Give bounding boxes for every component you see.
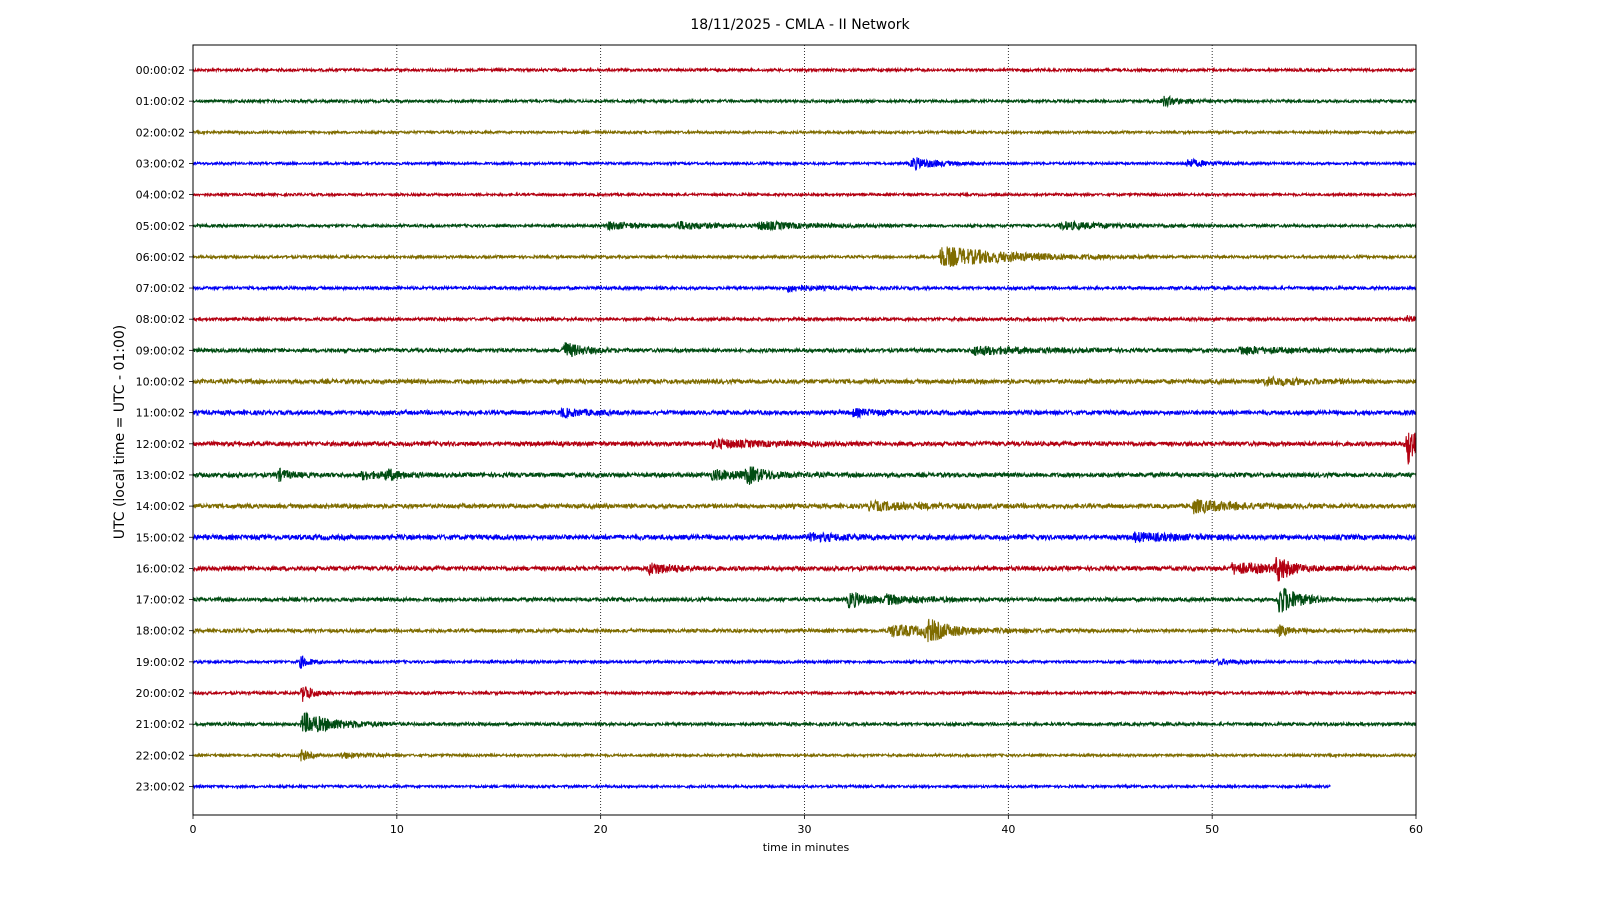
trace-row [192, 686, 1417, 702]
x-tick-label: 30 [798, 823, 812, 836]
x-tick-label: 50 [1205, 823, 1219, 836]
x-tick-label: 20 [594, 823, 608, 836]
y-tick-label: 14:00:02 [136, 500, 185, 513]
y-tick-label: 03:00:02 [136, 157, 185, 170]
trace-row [192, 66, 1417, 74]
y-tick-label: 22:00:02 [136, 749, 185, 762]
y-tick-label: 09:00:02 [136, 344, 185, 357]
y-tick-label: 17:00:02 [136, 594, 185, 607]
y-tick-label: 01:00:02 [136, 95, 185, 108]
trace-row [192, 531, 1417, 544]
trace-row [192, 749, 1417, 762]
trace-row [192, 711, 1417, 733]
y-tick-label: 21:00:02 [136, 718, 185, 731]
y-tick-label: 19:00:02 [136, 656, 185, 669]
y-tick-label: 02:00:02 [136, 126, 185, 139]
trace-layer [192, 66, 1417, 790]
y-tick-label: 11:00:02 [136, 407, 185, 420]
trace-row [192, 432, 1417, 465]
y-tick-label: 07:00:02 [136, 282, 185, 295]
y-tick-label: 05:00:02 [136, 220, 185, 233]
y-tick-label: 10:00:02 [136, 376, 185, 389]
x-tick-label: 0 [190, 823, 197, 836]
trace-row [192, 94, 1417, 109]
trace-row [192, 315, 1417, 323]
y-tick-label: 12:00:02 [136, 438, 185, 451]
x-axis-label: time in minutes [763, 841, 850, 854]
x-tick-label: 60 [1409, 823, 1423, 836]
trace-row [192, 466, 1417, 485]
y-tick-label: 06:00:02 [136, 251, 185, 264]
trace-row [192, 246, 1417, 267]
axes: 00:00:02 01:00:02 02:00:02 03:00:02 04:00:02… [136, 44, 1423, 836]
trace-row [192, 157, 1417, 171]
grid-lines [396, 45, 1213, 815]
trace-row [192, 655, 1417, 670]
x-tick-label: 10 [390, 823, 404, 836]
trace-row [192, 498, 1417, 515]
trace-row [192, 375, 1417, 387]
x-tick-label: 40 [1001, 823, 1015, 836]
trace-row [192, 618, 1417, 643]
trace-row [192, 587, 1417, 613]
y-tick-label: 18:00:02 [136, 625, 185, 638]
trace-row [192, 783, 1331, 790]
y-tick-label: 16:00:02 [136, 562, 185, 575]
y-tick-label: 20:00:02 [136, 687, 185, 700]
y-tick-label: 00:00:02 [136, 64, 185, 77]
y-tick-label: 04:00:02 [136, 189, 185, 202]
trace-row [192, 406, 1417, 420]
trace-row [192, 128, 1417, 136]
chart-title: 18/11/2025 - CMLA - II Network [690, 17, 910, 33]
trace-row [192, 191, 1417, 198]
trace-row [192, 219, 1417, 232]
trace-row [192, 342, 1417, 358]
trace-row [192, 557, 1417, 582]
y-tick-label: 13:00:02 [136, 469, 185, 482]
trace-row [192, 284, 1417, 294]
y-tick-label: 15:00:02 [136, 531, 185, 544]
y-tick-label: 23:00:02 [136, 780, 185, 793]
y-axis-label: UTC (local time = UTC - 01:00) [112, 325, 128, 540]
y-tick-label: 08:00:02 [136, 313, 185, 326]
